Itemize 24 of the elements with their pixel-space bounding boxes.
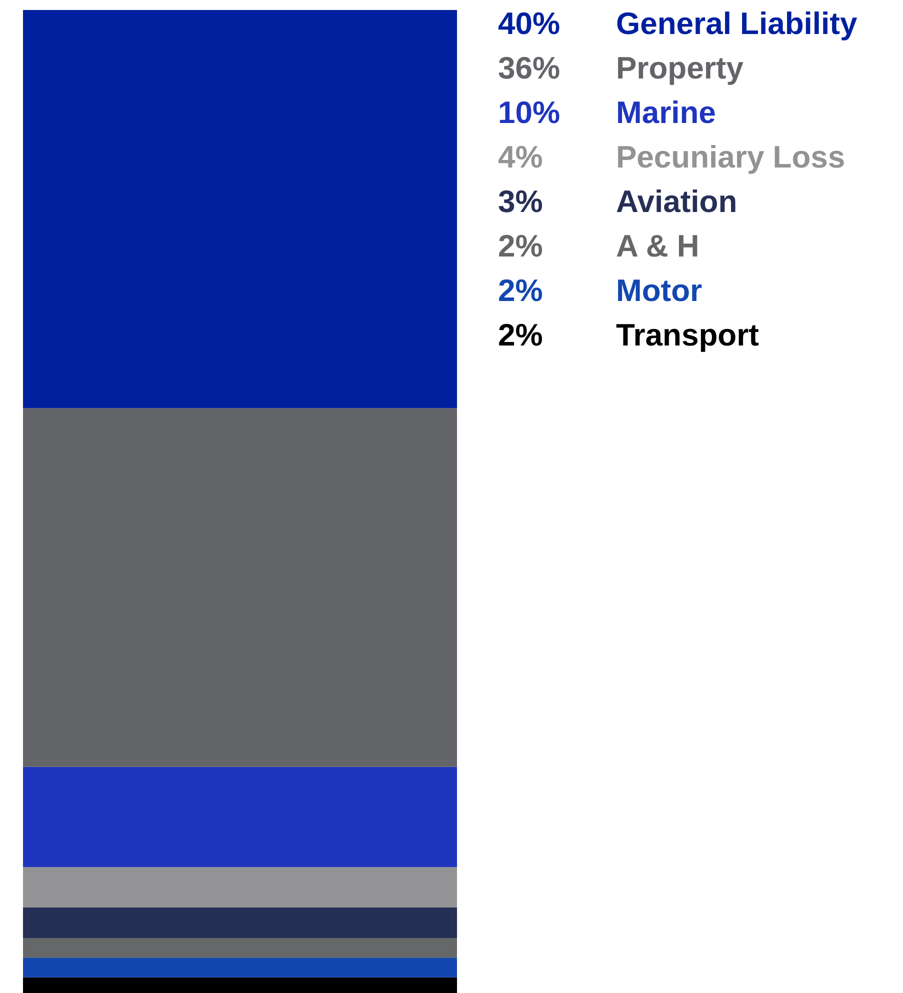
bar [23,408,457,767]
bar [23,958,457,978]
text: 2% [498,273,543,308]
text: 36% [498,50,560,86]
text: 3% [498,184,543,219]
text: Transport [616,318,759,352]
text: 10% [498,95,560,130]
text: General Liability [616,6,858,41]
text: 2% [498,228,543,264]
text: Property [616,50,744,86]
bar [23,10,457,408]
bar [23,977,457,993]
text: Marine [616,95,716,130]
bar [23,766,457,868]
text: Aviation [616,184,738,219]
text: Pecuniary Loss [616,140,846,174]
text: Motor [616,273,702,308]
bar [23,867,457,908]
text: A & H [616,228,700,264]
bar [23,907,457,938]
text: 40% [498,6,560,41]
text: 4% [498,140,543,174]
bar [23,938,457,958]
text: 2% [498,318,543,352]
